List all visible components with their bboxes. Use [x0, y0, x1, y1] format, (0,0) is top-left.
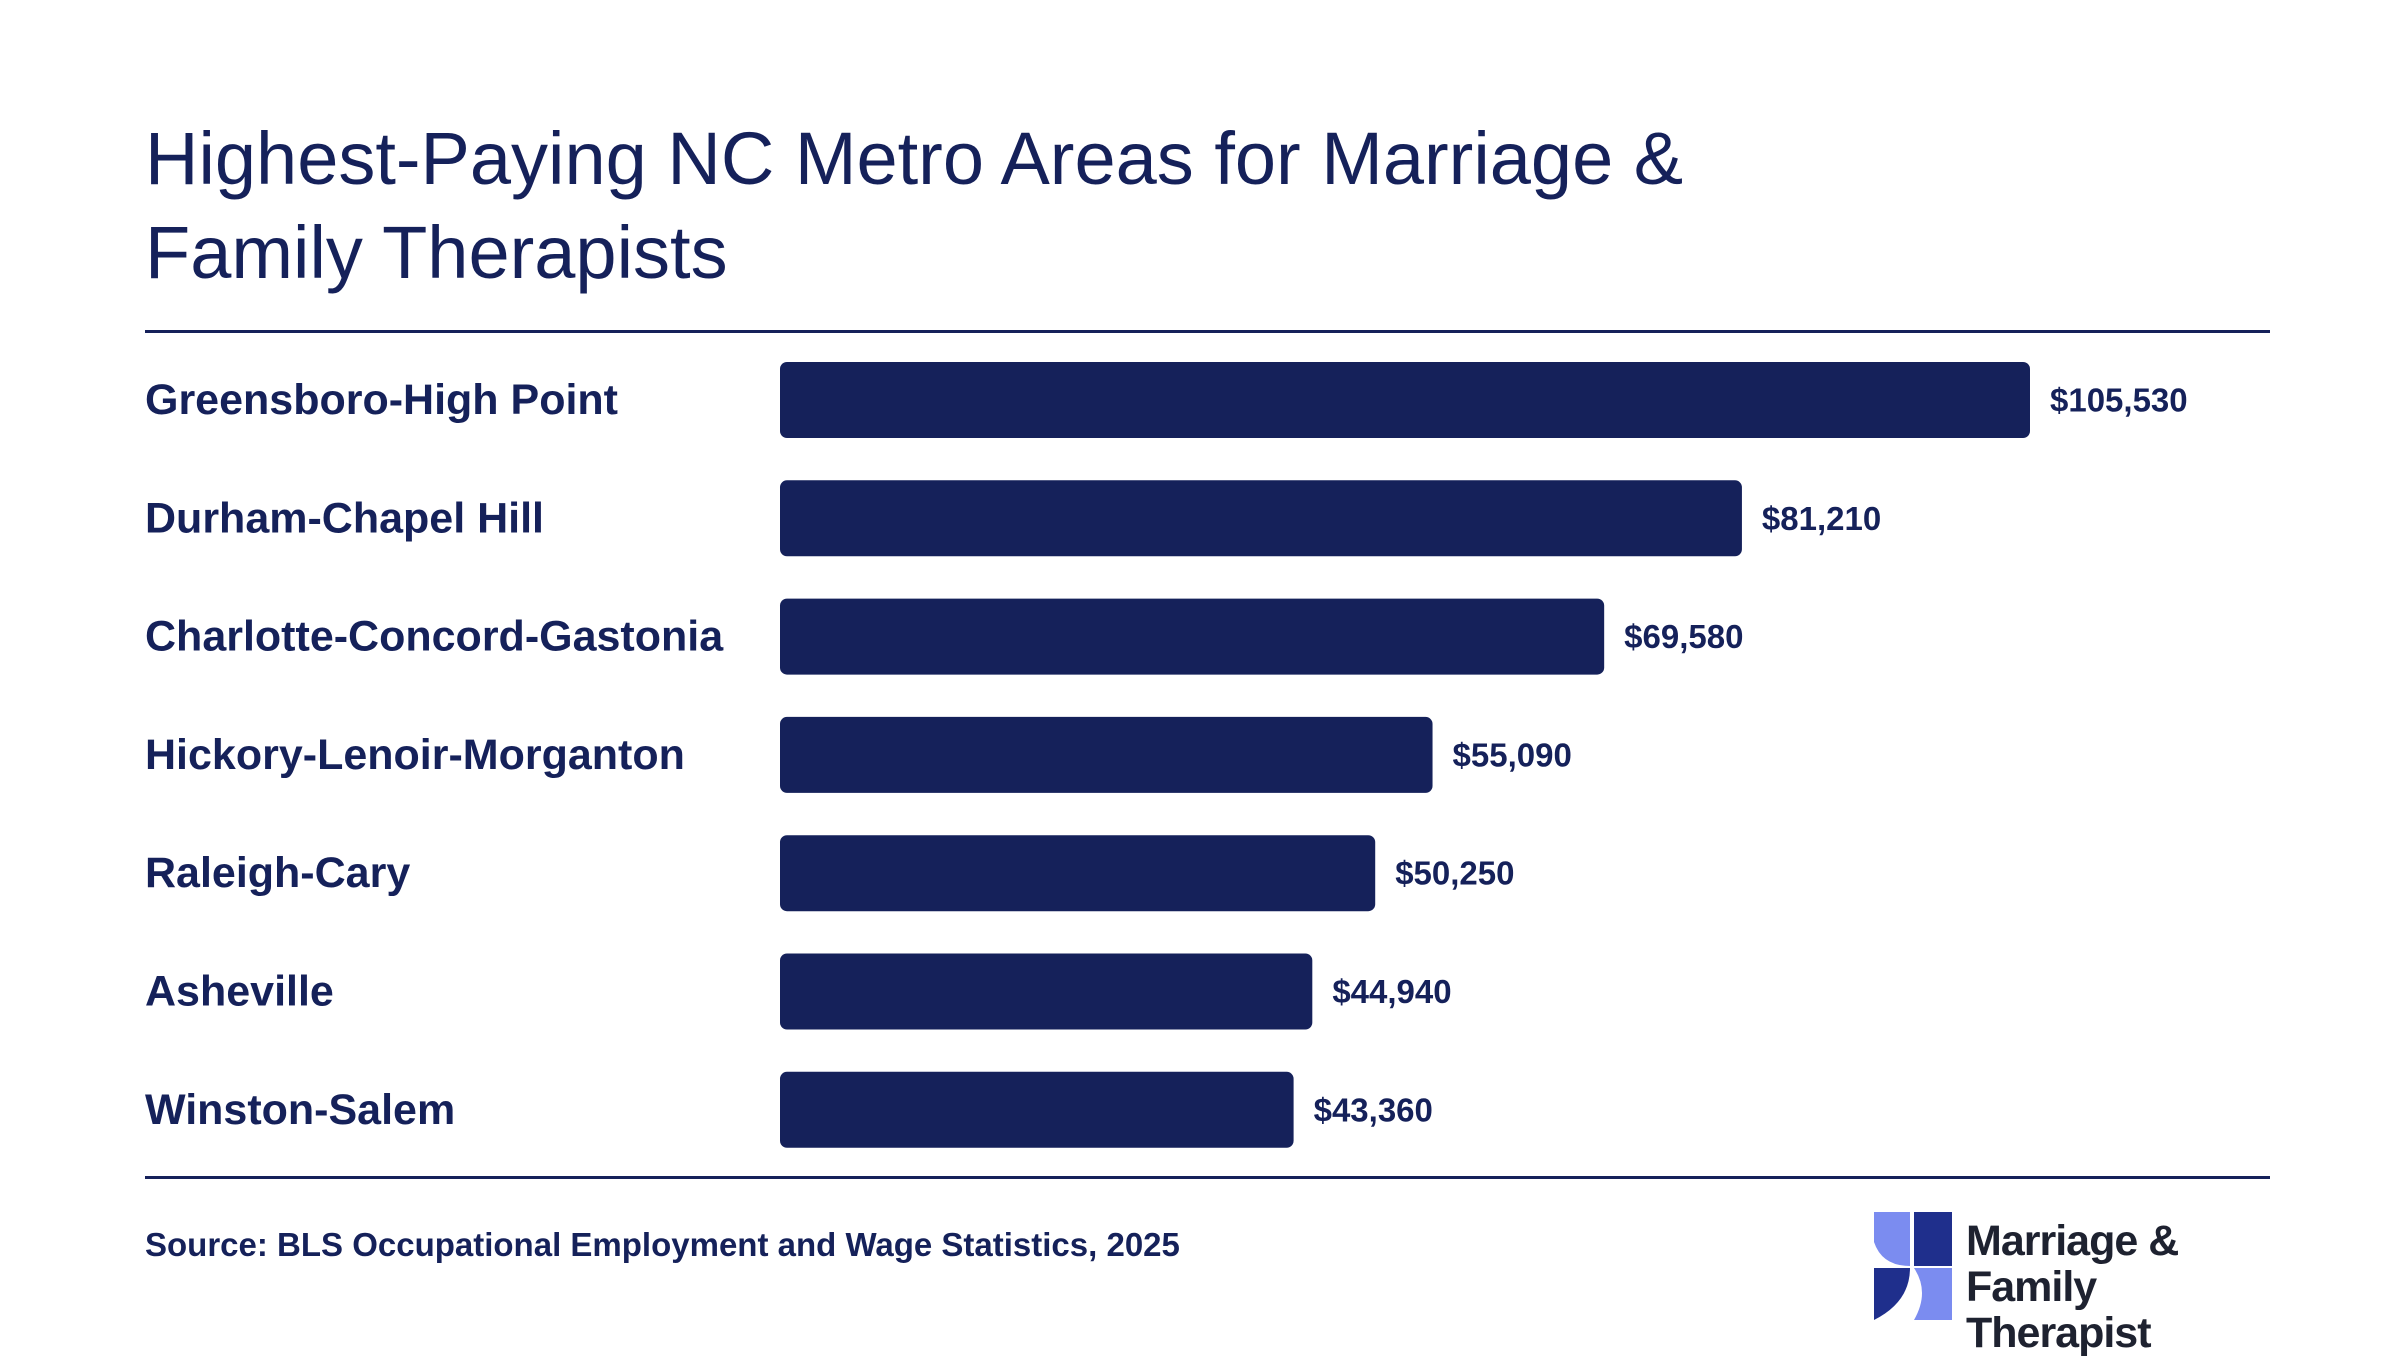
value-label: $43,360	[1314, 1091, 1433, 1128]
value-label: $55,090	[1453, 736, 1572, 773]
category-label: Asheville	[145, 968, 334, 1016]
value-label: $81,210	[1762, 500, 1881, 537]
logo-wordmark: Marriage & Family Therapist	[1966, 1218, 2274, 1356]
bar	[780, 362, 2030, 438]
value-label: $44,940	[1332, 973, 1451, 1010]
bar	[780, 716, 1433, 793]
category-label: Durham-Chapel Hill	[145, 494, 544, 542]
logo-line-1: Marriage & Family	[1966, 1217, 2179, 1311]
value-label: $69,580	[1624, 618, 1743, 655]
source-note: Source: BLS Occupational Employment and …	[145, 1226, 1180, 1263]
category-label: Hickory-Lenoir-Morganton	[145, 731, 685, 779]
bar-chart: Greensboro-High Point $105,530 Durham-Chap…	[145, 362, 2188, 1148]
pinwheel-logo-icon	[1874, 1212, 1952, 1320]
bar	[780, 953, 1313, 1030]
category-label: Raleigh-Cary	[145, 849, 410, 897]
bottom-divider	[145, 1176, 2270, 1179]
bar	[780, 1071, 1294, 1148]
chart-title: Highest-Paying NC Metro Areas for Marria…	[145, 117, 1684, 294]
value-label: $50,250	[1395, 855, 1514, 892]
value-label: $105,530	[2050, 382, 2188, 419]
logo-line-2: Therapist	[1966, 1309, 2152, 1357]
bar	[780, 598, 1605, 675]
bar	[780, 480, 1742, 557]
category-label: Winston-Salem	[145, 1086, 455, 1134]
top-divider	[145, 330, 2270, 333]
bar	[780, 835, 1376, 912]
category-label: Charlotte-Concord-Gastonia	[145, 613, 724, 661]
brand-logo: Marriage & Family Therapist	[1874, 1212, 2274, 1356]
category-label: Greensboro-High Point	[145, 376, 618, 424]
